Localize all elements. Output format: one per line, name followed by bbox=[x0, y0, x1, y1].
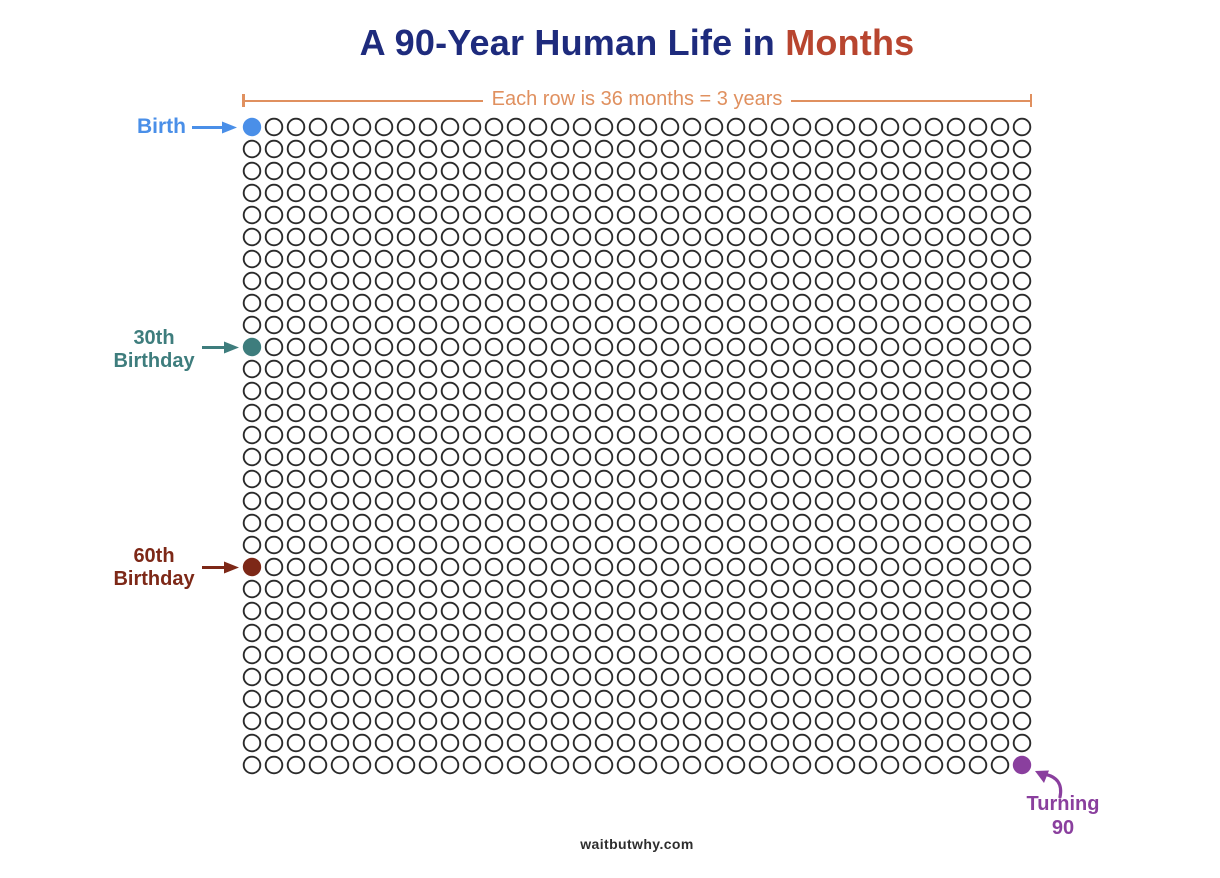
milestone-label-line: Birth bbox=[137, 115, 186, 138]
bracket-left-tick bbox=[242, 94, 245, 107]
milestone-label-line: 30th bbox=[133, 327, 175, 349]
page-title: A 90-Year Human Life in Months bbox=[242, 22, 1032, 64]
milestone-label-line: 90 bbox=[1051, 817, 1075, 839]
milestone-label-line: Birthday bbox=[113, 350, 195, 372]
bracket-right-tick bbox=[1029, 94, 1033, 107]
thirtieth-birthday-arrow-icon bbox=[202, 341, 239, 354]
milestone-label-birth: Birth bbox=[40, 115, 186, 138]
footer-site: waitbutwhy.com bbox=[580, 836, 694, 852]
title-highlight: Months bbox=[785, 22, 915, 63]
row-length-bracket: Each row is 36 months = 3 years bbox=[242, 88, 1033, 110]
milestone-label-turning-90: Turning 90 bbox=[1003, 792, 1123, 840]
bracket-right-line bbox=[791, 99, 1030, 102]
title-main: A 90-Year Human Life in bbox=[359, 22, 775, 63]
birth-arrow-icon bbox=[192, 121, 237, 134]
milestone-label-line: Turning bbox=[1026, 793, 1100, 815]
turning-90-arrow-icon bbox=[1035, 770, 1063, 799]
milestone-label-60th-birthday: 60th Birthday bbox=[74, 545, 234, 591]
bracket-label: Each row is 36 months = 3 years bbox=[491, 88, 783, 110]
month-grid bbox=[242, 117, 1032, 775]
sixtieth-birthday-arrow-icon bbox=[202, 561, 239, 574]
milestone-label-30th-birthday: 30th Birthday bbox=[74, 327, 234, 373]
milestone-label-line: Birthday bbox=[113, 568, 195, 590]
bracket-left-line bbox=[244, 99, 483, 102]
milestone-label-line: 60th bbox=[133, 545, 175, 567]
